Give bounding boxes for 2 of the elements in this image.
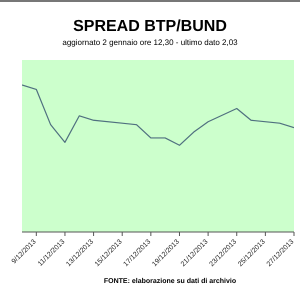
chart-title: SPREAD BTP/BUND <box>72 18 228 36</box>
chart-subtitle: aggiornato 2 gennaio ore 12,30 - ultimo dato 2,03 <box>61 38 239 47</box>
